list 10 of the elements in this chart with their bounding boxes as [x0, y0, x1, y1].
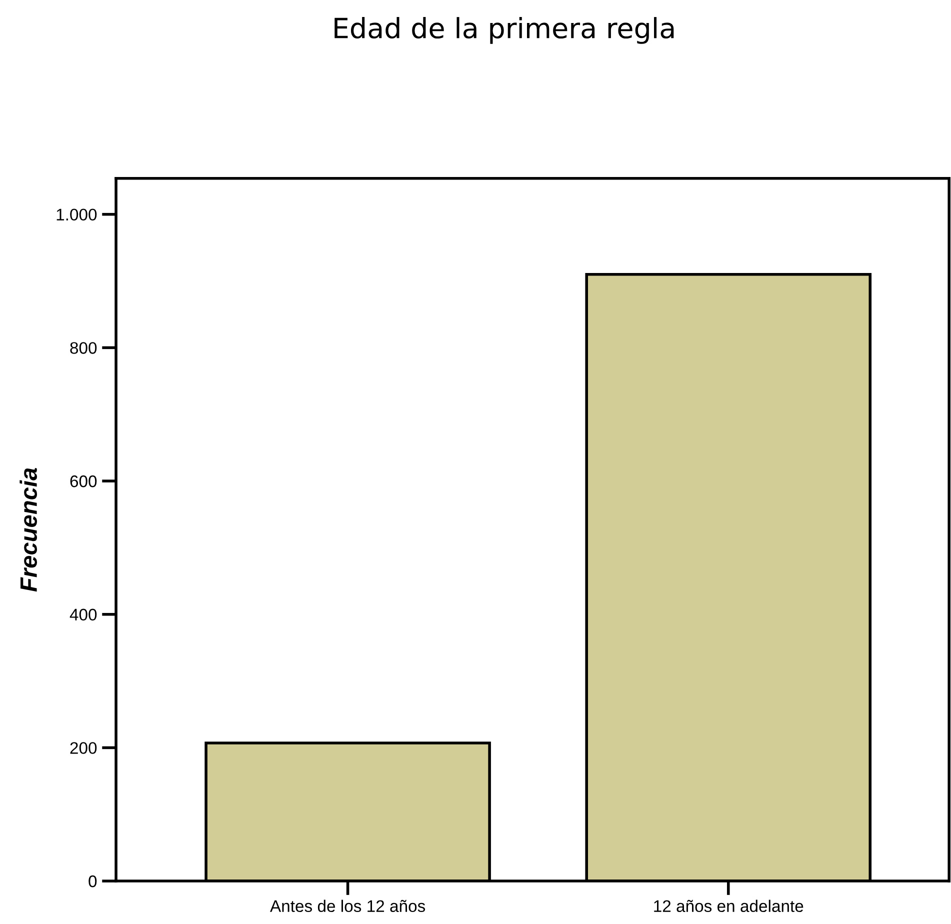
y-axis-title: Frecuencia [20, 468, 38, 592]
x-tick-label: Antes de los 12 años [270, 900, 426, 912]
y-tick-label: 600 [70, 475, 97, 488]
y-tick-label: 400 [70, 608, 97, 621]
y-tick-label: 1.000 [56, 208, 97, 221]
x-tick-label: 12 años en adelante [654, 900, 804, 912]
chart-title: Edad de la primera regla [334, 17, 674, 44]
y-tick-label: 200 [70, 742, 97, 754]
y-tick-label: 800 [70, 342, 97, 354]
y-tick-label: 0 [88, 875, 97, 888]
